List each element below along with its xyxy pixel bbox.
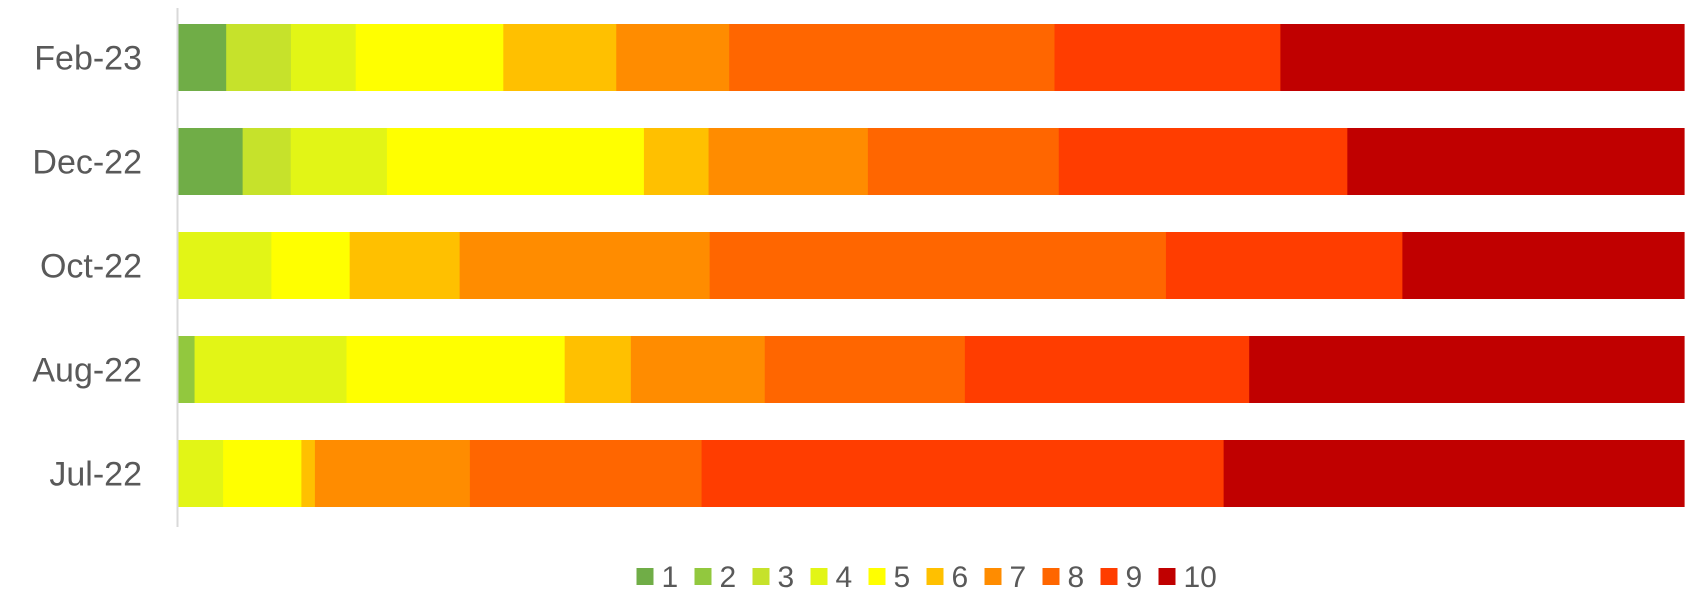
legend-label-7: 7 [1010, 561, 1027, 594]
bar-segment-oct-22-series-6 [349, 232, 461, 299]
legend-swatch-5 [868, 568, 886, 585]
bar-segment-feb-23-series-3 [226, 24, 292, 91]
bar-segment-aug-22-series-8 [764, 336, 966, 403]
legend-swatch-4 [810, 568, 828, 585]
legend-item-7: 7 [984, 561, 1027, 594]
legend-swatch-3 [752, 568, 770, 585]
legend-label-8: 8 [1068, 561, 1085, 594]
category-labels: Feb-23 Dec-22 Oct-22 Aug-22 Jul-22 [32, 40, 142, 494]
bar-segment-dec-22-series-7 [708, 128, 869, 195]
legend-item-5: 5 [868, 561, 911, 594]
bar-segment-feb-23-series-4 [290, 24, 357, 91]
legend-swatch-1 [636, 568, 654, 585]
legend-label-9: 9 [1126, 561, 1143, 594]
bar-segment-dec-22-series-1 [178, 128, 244, 195]
bar-segment-feb-23-series-10 [1280, 24, 1685, 91]
bar-segment-dec-22-series-9 [1058, 128, 1348, 195]
bar-segment-jul-22-series-4 [178, 440, 224, 507]
bar-segment-dec-22-series-4 [290, 128, 388, 195]
bar-segment-oct-22-series-10 [1402, 232, 1685, 299]
bars-layer [178, 24, 1685, 507]
legend-item-1: 1 [636, 561, 679, 594]
legend-swatch-6 [926, 568, 944, 585]
legend-swatch-7 [984, 568, 1002, 585]
legend-label-6: 6 [952, 561, 969, 594]
legend: 1 2 3 4 5 6 7 8 9 10 [636, 561, 1217, 594]
legend-label-5: 5 [894, 561, 911, 594]
category-label-jul-22: Jul-22 [49, 456, 142, 494]
bar-segment-jul-22-series-6 [301, 440, 316, 507]
bar-segment-oct-22-series-5 [271, 232, 351, 299]
bar-segment-feb-23-series-5 [355, 24, 504, 91]
bar-segment-aug-22-series-6 [564, 336, 632, 403]
bar-segment-dec-22-series-6 [643, 128, 710, 195]
category-label-feb-23: Feb-23 [34, 40, 142, 78]
bar-segment-oct-22-series-9 [1165, 232, 1403, 299]
legend-label-4: 4 [836, 561, 853, 594]
category-label-oct-22: Oct-22 [40, 248, 142, 286]
legend-label-1: 1 [662, 561, 679, 594]
legend-swatch-9 [1100, 568, 1118, 585]
bar-segment-dec-22-series-10 [1347, 128, 1685, 195]
legend-item-3: 3 [752, 561, 795, 594]
category-label-dec-22: Dec-22 [32, 144, 142, 182]
bar-segment-aug-22-series-4 [194, 336, 348, 403]
legend-item-2: 2 [694, 561, 737, 594]
bar-segment-jul-22-series-10 [1223, 440, 1685, 507]
bar-segment-aug-22-series-9 [964, 336, 1250, 403]
legend-swatch-8 [1042, 568, 1060, 585]
legend-item-6: 6 [926, 561, 969, 594]
bar-segment-oct-22-series-7 [459, 232, 711, 299]
bar-segment-oct-22-series-4 [178, 232, 272, 299]
legend-item-9: 9 [1100, 561, 1143, 594]
legend-label-2: 2 [720, 561, 737, 594]
bar-segment-aug-22-series-5 [346, 336, 566, 403]
bar-segment-dec-22-series-8 [867, 128, 1060, 195]
bar-segment-dec-22-series-5 [386, 128, 645, 195]
legend-item-4: 4 [810, 561, 853, 594]
bar-segment-jul-22-series-8 [469, 440, 703, 507]
bar-segment-jul-22-series-5 [223, 440, 302, 507]
bar-segment-jul-22-series-9 [701, 440, 1225, 507]
bar-segment-feb-23-series-8 [729, 24, 1056, 91]
legend-label-3: 3 [778, 561, 795, 594]
bar-segment-feb-23-series-6 [503, 24, 617, 91]
legend-label-10: 10 [1184, 561, 1217, 594]
legend-item-8: 8 [1042, 561, 1085, 594]
bar-segment-feb-23-series-1 [178, 24, 227, 91]
bar-segment-dec-22-series-3 [242, 128, 292, 195]
category-label-aug-22: Aug-22 [32, 352, 142, 390]
bar-segment-aug-22-series-10 [1249, 336, 1685, 403]
bar-segment-aug-22-series-7 [630, 336, 766, 403]
legend-swatch-10 [1158, 568, 1176, 585]
bar-segment-feb-23-series-9 [1054, 24, 1281, 91]
bar-segment-jul-22-series-7 [314, 440, 471, 507]
legend-swatch-2 [694, 568, 712, 585]
legend-item-10: 10 [1158, 561, 1217, 594]
bar-segment-feb-23-series-7 [616, 24, 730, 91]
bar-segment-oct-22-series-8 [709, 232, 1167, 299]
bar-segment-aug-22-series-2 [178, 336, 196, 403]
